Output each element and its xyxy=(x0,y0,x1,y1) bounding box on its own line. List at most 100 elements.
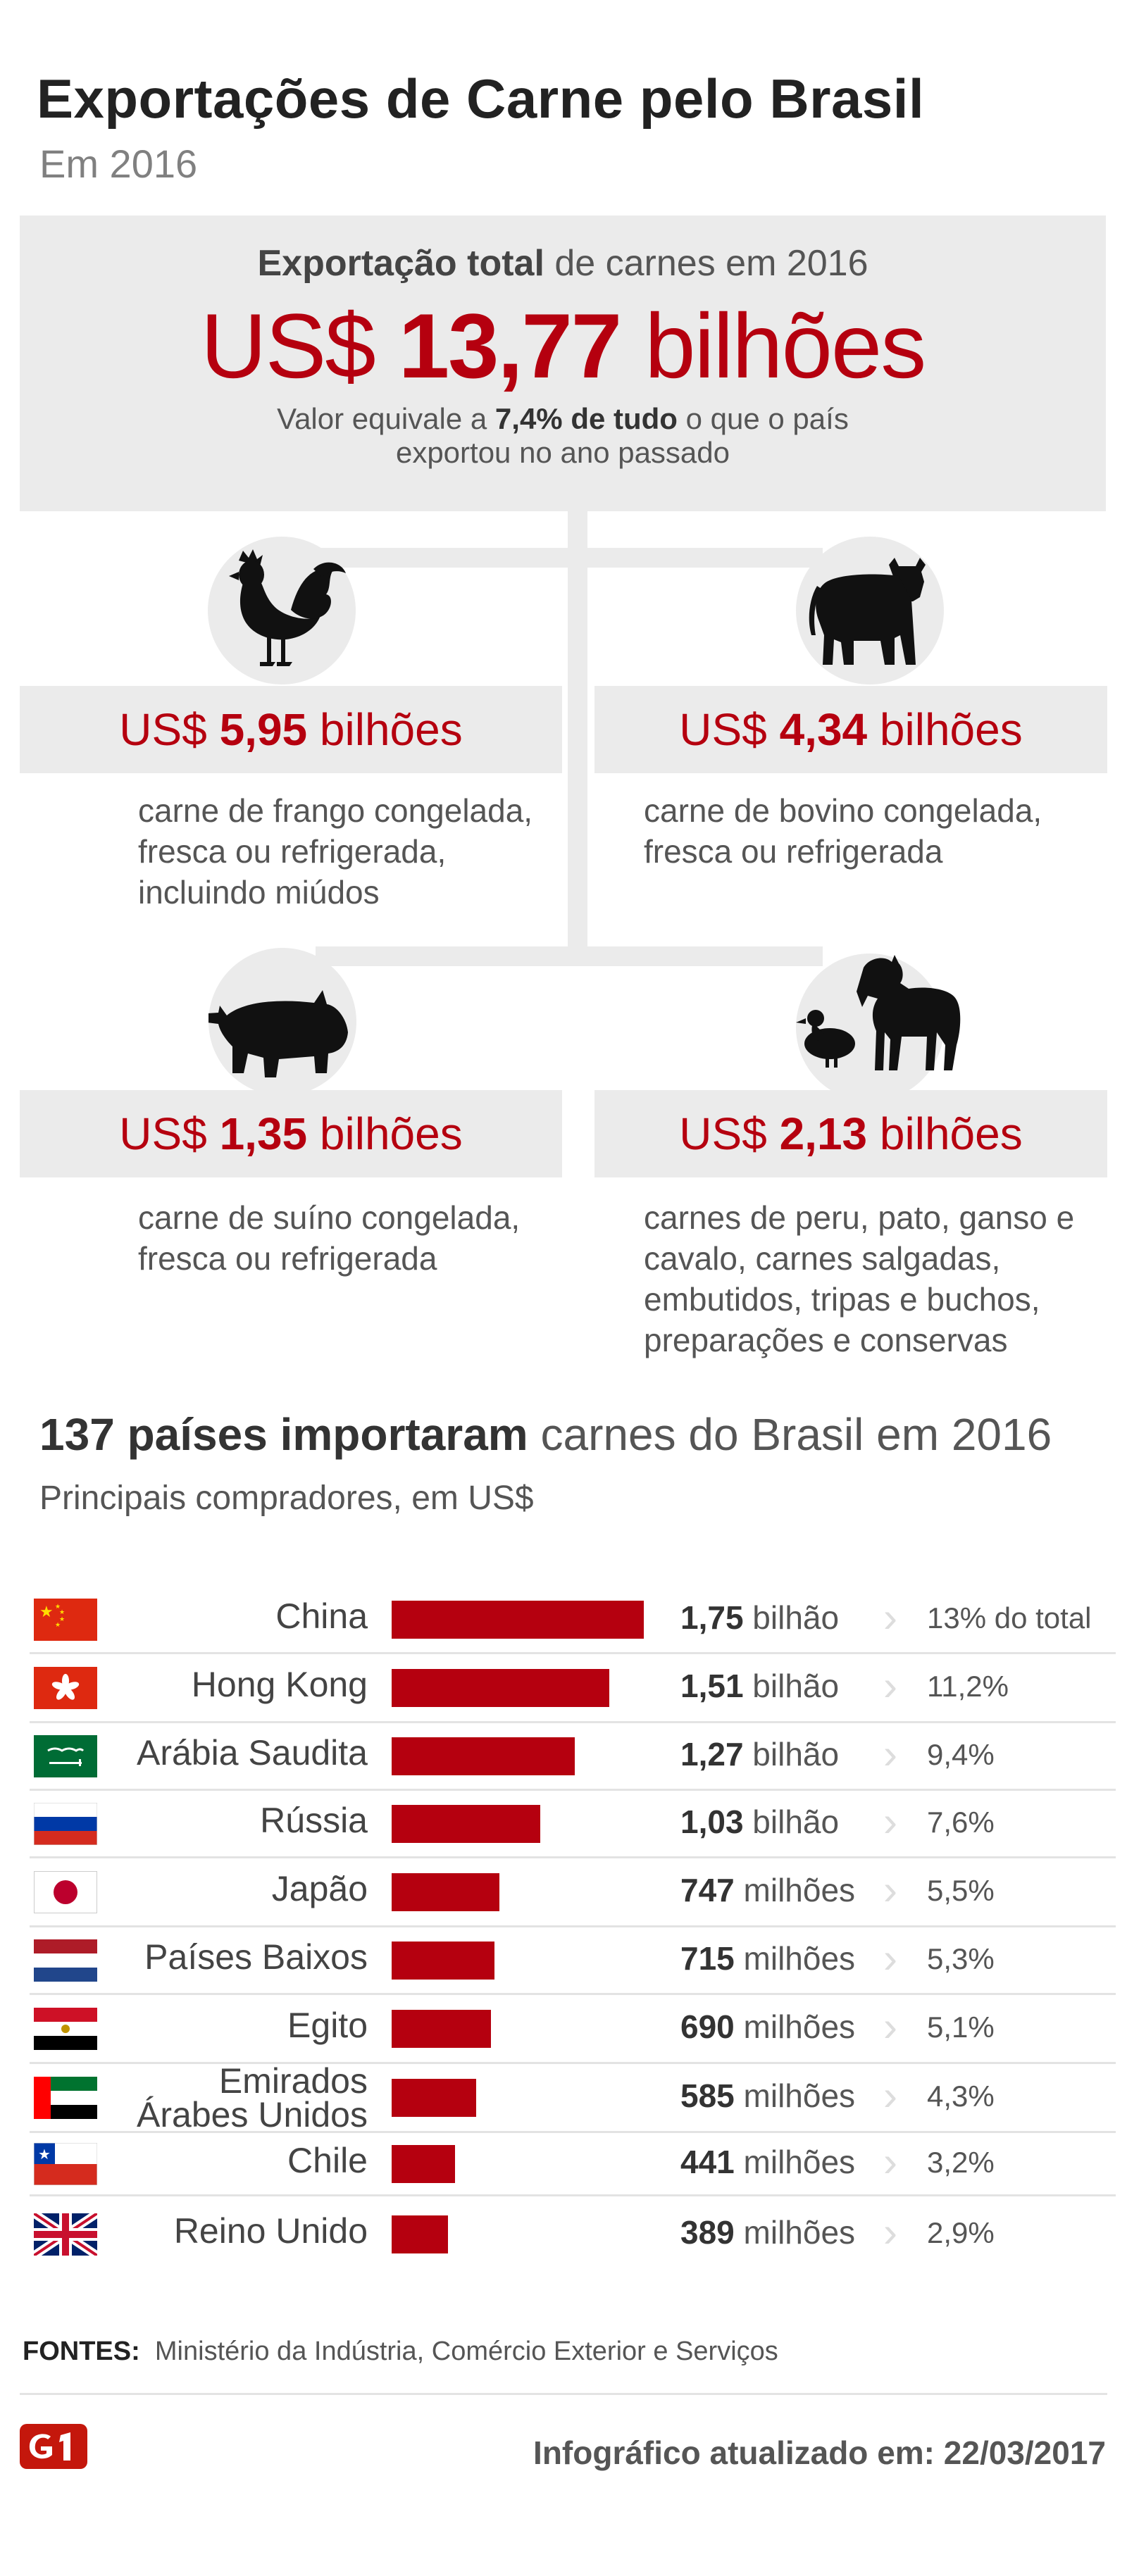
svg-text:★: ★ xyxy=(59,1609,65,1616)
page-title: Exportações de Carne pelo Brasil xyxy=(37,68,925,130)
value-label: 715 milhões xyxy=(680,1940,856,1977)
importers-title: 137 países importaram carnes do Brasil e… xyxy=(39,1409,1052,1460)
bar xyxy=(392,1669,609,1707)
page-subtitle: Em 2016 xyxy=(39,142,198,186)
country-label: Rússia xyxy=(260,1801,368,1840)
chicken-price-box: US$ 5,95 bilhões xyxy=(20,686,562,773)
footer-divider xyxy=(20,2393,1107,2395)
importers-subtitle: Principais compradores, em US$ xyxy=(39,1480,534,1517)
chevron-right-icon: › xyxy=(883,1730,897,1777)
bar xyxy=(392,1737,575,1775)
mixed-meat-price-box: US$ 2,13 bilhões xyxy=(594,1090,1107,1177)
country-label: Chile xyxy=(287,2141,368,2180)
svg-text:★: ★ xyxy=(39,1603,54,1621)
chevron-right-icon: › xyxy=(883,2208,897,2256)
value-label: 1,03 bilhão xyxy=(680,1803,840,1840)
share-label: 4,3% xyxy=(927,2080,995,2113)
svg-text:★: ★ xyxy=(38,2146,51,2163)
horse-duck-icon-circle xyxy=(796,954,961,1101)
svg-text:★: ★ xyxy=(59,1616,65,1623)
uae-flag xyxy=(34,2077,97,2119)
share-label: 5,1% xyxy=(927,2011,995,2044)
share-label: 3,2% xyxy=(927,2146,995,2179)
chile-flag: ★ xyxy=(34,2143,97,2185)
total-export-note: Valor equivale a 7,4% de tudo o que o pa… xyxy=(277,402,849,469)
bar xyxy=(392,1601,644,1639)
value-label: 690 milhões xyxy=(680,2008,856,2045)
cow-icon-circle xyxy=(796,537,944,684)
row-divider xyxy=(30,2062,1116,2064)
bar xyxy=(392,1942,494,1980)
chevron-right-icon: › xyxy=(883,2003,897,2050)
bar xyxy=(392,1805,540,1843)
country-label: Japão xyxy=(271,1869,368,1908)
chevron-right-icon: › xyxy=(883,1798,897,1845)
saudi-arabia-flag xyxy=(34,1735,97,1777)
row-divider xyxy=(30,1652,1116,1654)
share-label: 2,9% xyxy=(927,2216,995,2249)
pig-icon xyxy=(208,990,348,1077)
value-label: 1,51 bilhão xyxy=(680,1668,840,1704)
row-divider xyxy=(30,1721,1116,1723)
value-label: 585 milhões xyxy=(680,2077,856,2114)
value-label: 1,75 bilhão xyxy=(680,1599,840,1636)
netherlands-flag xyxy=(34,1939,97,1982)
share-label: 13% do total xyxy=(927,1601,1092,1634)
value-label: 389 milhões xyxy=(680,2214,856,2251)
row-divider xyxy=(30,1789,1116,1791)
pig-description: carne de suíno congelada, fresca ou refr… xyxy=(138,1199,521,1277)
row-divider xyxy=(30,2131,1116,2133)
chicken-description: carne de frango congelada, fresca ou ref… xyxy=(138,792,533,911)
share-label: 9,4% xyxy=(927,1738,995,1771)
tree-connector-bottom xyxy=(316,946,823,966)
bar xyxy=(392,2145,455,2183)
total-export-heading: Exportação total de carnes em 2016 xyxy=(257,243,868,284)
share-label: 5,3% xyxy=(927,1942,995,1975)
total-export-box: Exportação total de carnes em 2016 US$ 1… xyxy=(20,215,1106,511)
row-divider xyxy=(30,2194,1116,2196)
share-label: 5,5% xyxy=(927,1874,995,1907)
country-label: China xyxy=(275,1596,368,1636)
egypt-flag xyxy=(34,2008,97,2050)
bar xyxy=(392,1873,499,1911)
japan-flag xyxy=(34,1871,97,1913)
value-label: 1,27 bilhão xyxy=(680,1736,840,1772)
bar xyxy=(392,2079,476,2117)
cow-icon xyxy=(809,558,926,665)
tree-connector-vertical xyxy=(568,511,587,955)
uk-flag xyxy=(34,2213,97,2256)
svg-text:★: ★ xyxy=(55,1622,61,1629)
cow-price-box: US$ 4,34 bilhões xyxy=(594,686,1107,773)
chevron-right-icon: › xyxy=(883,2138,897,2185)
russia-flag xyxy=(34,1803,97,1845)
total-export-amount: US$ 13,77 bilhões xyxy=(200,294,926,397)
country-label: Emirados Árabes Unidos xyxy=(137,2061,368,2134)
bar xyxy=(392,2215,448,2253)
pig-icon-circle xyxy=(208,948,356,1096)
tree-connector-top xyxy=(316,548,823,568)
value-label: 747 milhões xyxy=(680,1872,856,1908)
chevron-right-icon: › xyxy=(883,1662,897,1709)
chicken-icon xyxy=(229,549,346,666)
country-label: Hong Kong xyxy=(191,1665,368,1704)
sources: FONTES: Ministério da Indústria, Comérci… xyxy=(23,2337,778,2366)
chevron-right-icon: › xyxy=(883,1594,897,1641)
hong-kong-flag xyxy=(34,1667,97,1709)
horse-duck-icon xyxy=(796,955,961,1070)
value-label: 441 milhões xyxy=(680,2144,856,2180)
svg-text:★: ★ xyxy=(55,1603,61,1611)
row-divider xyxy=(30,1925,1116,1927)
update-date: Infográfico atualizado em: 22/03/2017 xyxy=(533,2434,1106,2471)
pig-price-box: US$ 1,35 bilhões xyxy=(20,1090,562,1177)
mixed-meat-description: carnes de peru, pato, ganso e cavalo, ca… xyxy=(644,1199,1075,1358)
country-label: Egito xyxy=(287,2006,368,2045)
chevron-right-icon: › xyxy=(883,1866,897,1913)
china-flag: ★ ★ ★ ★ ★ xyxy=(34,1599,97,1641)
chevron-right-icon: › xyxy=(883,1934,897,1982)
chevron-right-icon: › xyxy=(883,2072,897,2119)
row-divider xyxy=(30,1856,1116,1858)
g1-logo xyxy=(20,2424,87,2469)
country-label: Arábia Saudita xyxy=(136,1733,368,1772)
bar xyxy=(392,2010,491,2048)
share-label: 7,6% xyxy=(927,1806,995,1839)
